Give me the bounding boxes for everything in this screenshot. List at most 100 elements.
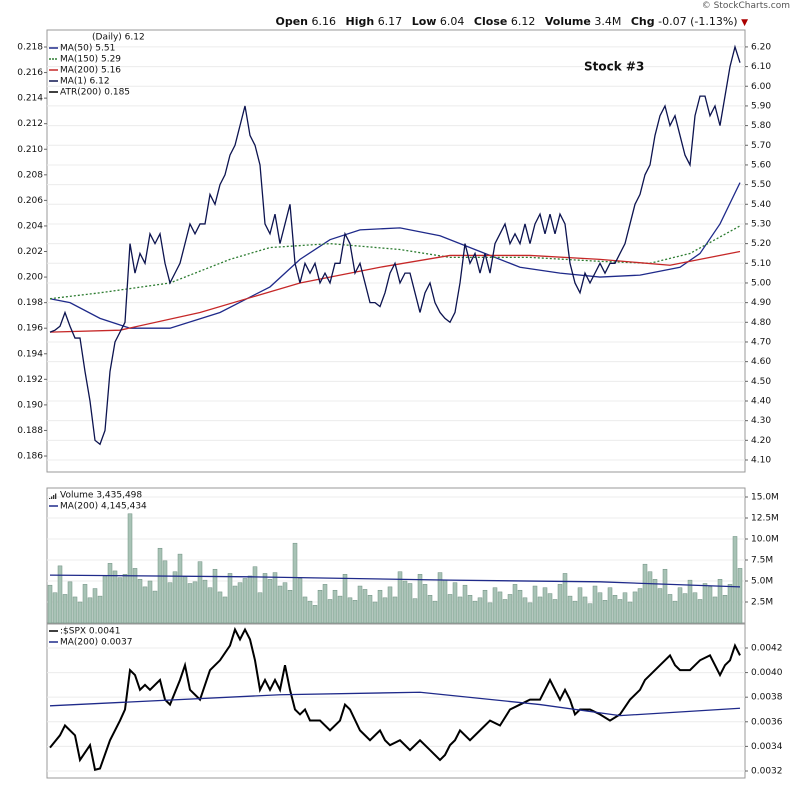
volume-bar [157, 547, 163, 624]
legend-label: Volume 3,435,498 [60, 491, 142, 501]
y-tick-label: 5.80 [751, 121, 771, 131]
y-tick-label: 0.198 [17, 298, 43, 308]
y-tick-label: 4.20 [751, 436, 771, 446]
volume-bar [177, 553, 183, 624]
y-tick-label: 0.0034 [751, 742, 783, 752]
y-tick-label: 0.218 [17, 43, 43, 53]
quote-label: Close [473, 15, 508, 28]
volume-bar [707, 586, 713, 624]
quote-value: 6.17 [377, 15, 403, 28]
y-tick-label: 4.90 [751, 298, 771, 308]
volume-bar [202, 579, 208, 624]
volume-bar [302, 596, 308, 624]
y-tick-label: 0.214 [17, 94, 43, 104]
volume-bar [292, 542, 298, 624]
y-tick-label: 4.70 [751, 337, 771, 347]
volume-bar [207, 587, 213, 624]
volume-bar [152, 590, 158, 624]
volume-bar [562, 573, 568, 624]
volume-bar [87, 597, 93, 624]
volume-bar [442, 579, 448, 624]
volume-bar [337, 595, 343, 624]
y-tick-label: 5.00 [751, 278, 771, 288]
quote-value: -0.07 (-1.13%) [658, 15, 738, 28]
y-tick-label: 5.40 [751, 200, 771, 210]
down-arrow: ▼ [741, 18, 748, 28]
volume-bar [542, 587, 548, 624]
volume-bar [247, 575, 253, 624]
legend-label: MA(150) 5.29 [60, 55, 121, 65]
volume-bar [412, 598, 418, 624]
volume-bar [512, 584, 518, 624]
volume-bar [82, 584, 88, 624]
y-tick-label: 5.10 [751, 259, 771, 269]
volume-bar [467, 595, 473, 624]
quote-value: 3.4M [594, 15, 622, 28]
volume-bar [617, 599, 623, 624]
legend-label: ATR(200) 0.185 [60, 88, 130, 98]
volume-bar [452, 582, 458, 624]
y-tick-label: 0.0036 [751, 717, 783, 727]
volume-bar [312, 605, 318, 624]
volume-bar [422, 584, 428, 624]
y-tick-label: 5.70 [751, 141, 771, 151]
volume-bar [487, 602, 493, 624]
volume-bar [587, 603, 593, 624]
legend-swatch [53, 495, 55, 499]
legend-label: MA(50) 5.51 [60, 44, 115, 54]
volume-bar [277, 585, 283, 624]
volume-bar [612, 595, 618, 624]
volume-bar [97, 595, 103, 624]
volume-bar [127, 513, 133, 624]
legend-swatch [51, 496, 53, 499]
volume-bar [132, 568, 138, 624]
y-tick-label: 4.30 [751, 416, 771, 426]
volume-bar [112, 570, 118, 624]
y-tick-label: 0.204 [17, 221, 43, 231]
quote-label: Open [275, 15, 308, 28]
y-tick-label: 0.206 [17, 196, 43, 206]
volume-bar [347, 597, 353, 624]
volume-bar [597, 592, 603, 624]
volume-bar [722, 595, 728, 624]
volume-bar [67, 581, 73, 624]
quote-value: 6.12 [510, 15, 536, 28]
y-tick-label: 2.5M [751, 597, 773, 607]
volume-bar [342, 574, 348, 624]
volume-bar [137, 579, 143, 624]
volume-bar [677, 587, 683, 624]
y-tick-label: 4.80 [751, 318, 771, 328]
volume-bar [352, 600, 358, 624]
volume-bar [217, 591, 223, 624]
volume-bar [517, 589, 523, 624]
volume-bar [472, 600, 478, 624]
volume-bar [727, 584, 733, 624]
y-tick-label: 0.0042 [751, 643, 783, 653]
y-tick-label: 0.208 [17, 170, 43, 180]
volume-bar [557, 584, 563, 624]
volume-bar [167, 582, 173, 624]
volume-bar [297, 578, 303, 624]
legend-label: :$SPX 0.0041 [60, 627, 120, 637]
volume-bar [712, 596, 718, 624]
series-line [49, 250, 741, 333]
volume-bar [437, 572, 443, 624]
volume-bar [232, 585, 238, 624]
volume-bar [672, 600, 678, 624]
quote-value: 6.16 [311, 15, 337, 28]
volume-bar [522, 597, 528, 624]
volume-bar [647, 571, 653, 624]
volume-bar [382, 597, 388, 624]
volume-bar [372, 601, 378, 624]
volume-bar [147, 580, 153, 624]
volume-bar [262, 573, 268, 624]
volume-bar [357, 585, 363, 624]
volume-bar [307, 600, 313, 624]
volume-bar [692, 592, 698, 624]
volume-bar [387, 586, 393, 624]
volume-bar [102, 575, 108, 624]
y-tick-label: 12.5M [751, 513, 779, 523]
volume-bar [77, 601, 83, 624]
legend-label: MA(200) 5.16 [60, 66, 121, 76]
volume-bar [72, 596, 78, 624]
